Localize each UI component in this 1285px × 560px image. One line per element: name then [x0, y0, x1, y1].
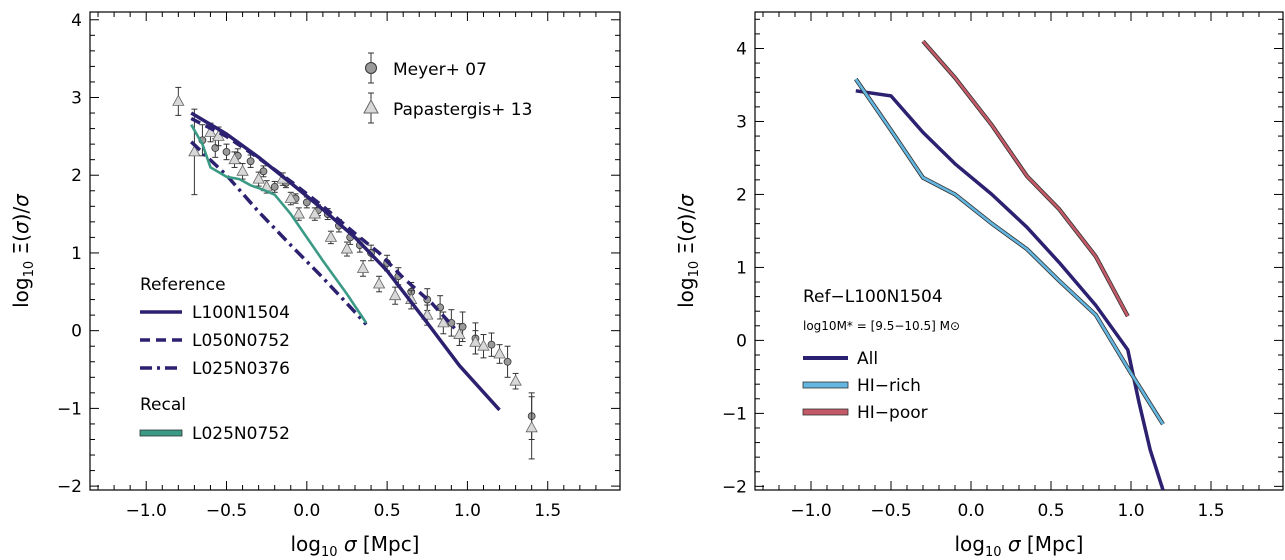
series-line-hi-poor — [922, 40, 1129, 317]
legend-group-title: Recal — [140, 395, 186, 415]
x-tick-label: 1.0 — [1117, 501, 1144, 521]
legend-label-observation: Meyer+ 07 — [393, 60, 487, 80]
y-tick-label: −2 — [57, 477, 82, 497]
data-point-triangle — [437, 316, 450, 328]
legend-label-observation: Papastergis+ 13 — [393, 100, 532, 120]
plot-frame — [89, 11, 621, 491]
data-point-triangle — [324, 230, 338, 242]
series-outline — [921, 39, 1130, 318]
data-point-circle — [503, 357, 512, 366]
y-tick-label: 2 — [736, 185, 747, 205]
legend-label: HI−poor — [857, 403, 928, 423]
x-tick-label: 0.0 — [957, 501, 984, 521]
legend-line-sample — [802, 408, 849, 416]
legend-label: HI−rich — [857, 376, 921, 396]
data-point-triangle — [292, 207, 305, 219]
x-axis-label: log10 σ [Mpc] — [290, 532, 419, 556]
data-point-triangle — [509, 374, 522, 386]
legend-label: L100N1504 — [192, 303, 290, 323]
y-tick-label: 2 — [71, 166, 82, 186]
data-point-circle — [487, 340, 496, 349]
data-point-circle — [259, 167, 268, 176]
y-axis-label: log10 Ξ(σ)/σ — [674, 193, 702, 308]
x-axis-label: log10 σ [Mpc] — [954, 532, 1083, 556]
y-tick-label: 1 — [71, 244, 82, 264]
legend-marker-circle — [365, 62, 377, 74]
data-point-circle — [211, 144, 220, 152]
data-point-triangle — [477, 339, 490, 351]
x-tick-label: −0.5 — [206, 501, 247, 521]
y-axis-label: log10 Ξ(σ)/σ — [9, 193, 37, 308]
data-point-triangle — [372, 277, 386, 289]
data-point-triangle — [308, 207, 322, 219]
legend-label: All — [857, 349, 878, 369]
x-tick-label: −1.0 — [126, 501, 167, 521]
y-tick-label: −1 — [57, 399, 82, 419]
data-point-triangle — [493, 347, 506, 359]
series-line-hi-rich — [854, 78, 1165, 425]
data-point-circle — [270, 182, 279, 191]
data-point-triangle — [388, 288, 402, 301]
y-tick-label: 3 — [736, 112, 747, 132]
data-point-triangle — [236, 164, 249, 176]
panel-1: −1.0 −0.5 0.0 0.5 1.0 1.5 −2 −1 0 1 2 3 4 log10 σ [Mp… — [9, 11, 621, 560]
y-tick-label: −2 — [722, 477, 747, 497]
x-tick-label: 0.5 — [1037, 501, 1064, 521]
series-line-l050n0752 — [190, 116, 456, 330]
legend-title: Ref−L100N1504 — [803, 287, 943, 307]
plot-frame — [754, 11, 1284, 491]
x-tick-label: 0.5 — [374, 501, 401, 521]
legend-label: L025N0752 — [192, 424, 290, 444]
x-tick-label: −1.0 — [790, 501, 831, 521]
legend-line-sample — [802, 381, 849, 389]
legend-label: L050N0752 — [192, 331, 290, 351]
y-tick-label: −1 — [722, 404, 747, 424]
y-tick-label: 3 — [71, 88, 82, 108]
data-point-triangle — [469, 335, 482, 347]
y-tick-label: 0 — [736, 331, 747, 351]
x-tick-label: 1.5 — [1197, 501, 1224, 521]
data-point-triangle — [284, 191, 297, 203]
series-outline — [854, 77, 1165, 426]
data-point-circle — [222, 148, 231, 156]
x-tick-label: −0.5 — [870, 501, 911, 521]
legend-group-title: Reference — [140, 275, 226, 295]
data-point-triangle — [525, 420, 538, 433]
data-point-triangle — [188, 145, 201, 157]
x-tick-label: 0.0 — [293, 501, 320, 521]
data-point-triangle — [172, 94, 185, 106]
legend-marker-triangle — [363, 98, 379, 114]
y-tick-label: 4 — [736, 39, 747, 59]
legend-label: L025N0376 — [192, 359, 290, 379]
series-line-l025n0376 — [189, 140, 368, 326]
panel-2: −1.0 −0.5 0.0 0.5 1.0 1.5 −2 −1 0 1 2 3 4 log10 σ [Mp… — [674, 11, 1284, 560]
x-tick-label: 1.0 — [454, 501, 481, 521]
y-tick-label: 1 — [736, 258, 747, 278]
series-line-l100n1504 — [190, 111, 501, 412]
legend-subtitle: log10M* = [9.5−10.5] M⊙ — [803, 319, 960, 333]
data-point-triangle — [356, 261, 370, 273]
series-line-all — [855, 89, 1165, 490]
y-tick-label: 4 — [71, 11, 82, 31]
legend-line-sample — [139, 429, 183, 437]
data-point-triangle — [228, 152, 241, 165]
series-line-l025n0752 — [190, 124, 368, 324]
y-tick-label: 0 — [71, 322, 82, 342]
data-point-triangle — [252, 172, 265, 184]
data-point-circle — [246, 157, 255, 166]
x-tick-label: 1.5 — [534, 501, 561, 521]
data-point-triangle — [453, 327, 466, 339]
data-point-circle — [302, 198, 311, 207]
data-point-triangle — [340, 242, 354, 254]
